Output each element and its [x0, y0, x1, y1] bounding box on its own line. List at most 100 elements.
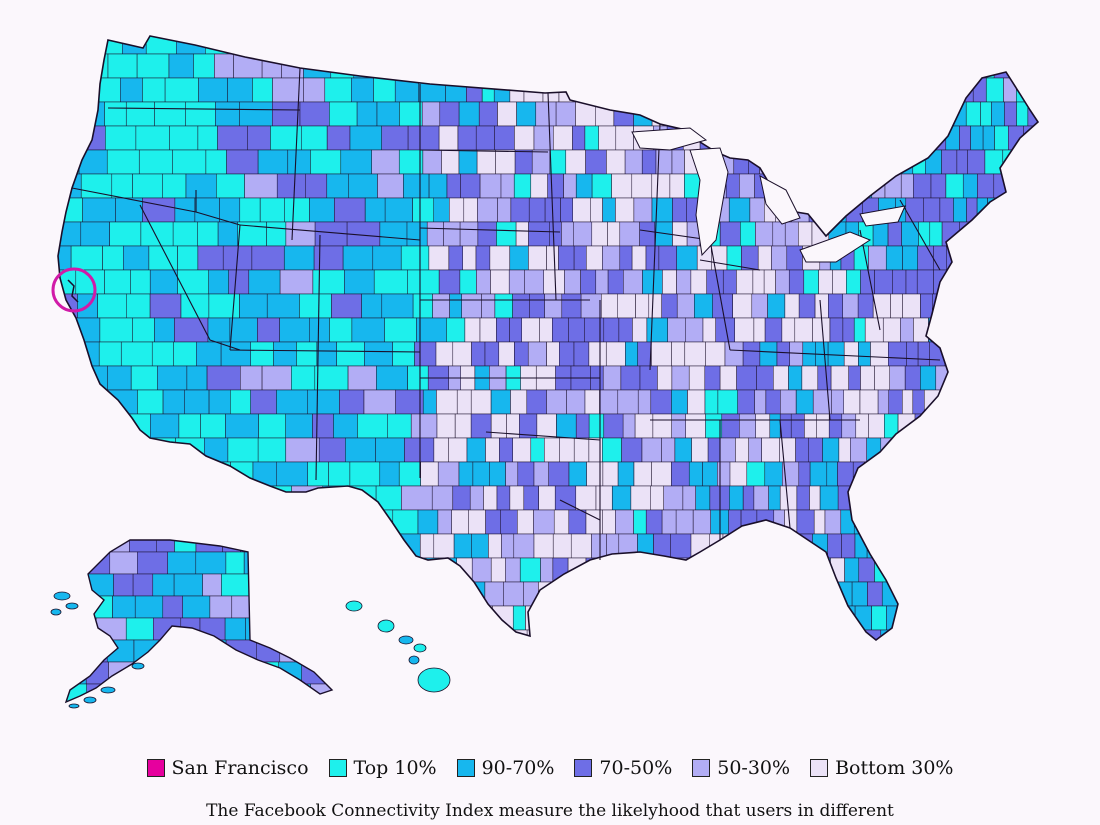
county-cell [734, 317, 755, 343]
county-cell [707, 437, 721, 463]
county-cell [58, 36, 70, 55]
county-cell [513, 173, 532, 199]
county-cell [945, 125, 960, 151]
county-cell [694, 293, 713, 319]
county-cell [281, 509, 313, 535]
legend-item-50-30: 50-30% [692, 757, 790, 779]
county-cell [521, 317, 540, 343]
state-border [239, 224, 421, 241]
county-cell [208, 269, 229, 295]
county-cell [453, 533, 472, 559]
county-cell [546, 389, 567, 415]
county-cell [672, 36, 689, 55]
county-cell [717, 461, 731, 487]
county-cell [887, 221, 902, 247]
county-cell [607, 221, 621, 247]
county-cell [154, 317, 175, 343]
county-cell [311, 509, 346, 535]
county-cell [1024, 197, 1037, 223]
county-cell [1013, 509, 1027, 535]
county-cell [417, 509, 439, 535]
county-cell [645, 245, 660, 271]
county-cell [661, 293, 678, 319]
county-cell [883, 509, 895, 535]
county-cell [481, 77, 495, 103]
county-cell [768, 485, 781, 511]
county-cell [620, 365, 641, 391]
county-cell [730, 557, 750, 583]
county-cell [894, 77, 912, 103]
county-cell [1037, 341, 1038, 367]
county-cell [339, 533, 366, 559]
county-cell [959, 293, 971, 319]
county-cell [81, 389, 107, 415]
county-cell [539, 317, 553, 343]
island-shape [53, 591, 71, 601]
county-cell [540, 557, 554, 583]
county-cell [164, 77, 199, 103]
county-cell [561, 221, 575, 247]
county-cell [853, 317, 866, 343]
county-cell [478, 629, 497, 640]
county-cell [848, 365, 861, 391]
county-cell [71, 101, 105, 127]
county-cell [985, 221, 1004, 247]
county-cell [570, 533, 592, 559]
island-shape [413, 643, 427, 653]
county-cell [195, 551, 227, 575]
county-cell [1020, 341, 1038, 367]
county-cell [986, 77, 1004, 103]
county-cell [270, 605, 300, 631]
county-cell [959, 437, 978, 463]
county-cell [637, 341, 652, 367]
county-cell [933, 269, 952, 295]
county-cell [585, 149, 607, 175]
county-cell [645, 605, 665, 631]
county-cell [923, 197, 941, 223]
county-cell [980, 101, 992, 127]
county-cell [633, 461, 652, 487]
county-cell [617, 293, 636, 319]
county-cell [705, 413, 723, 439]
county-cell [107, 53, 138, 79]
county-cell [446, 173, 461, 199]
county-cell [441, 53, 456, 79]
county-cell [533, 509, 555, 535]
county-cell [170, 629, 196, 640]
county-cell [980, 581, 995, 607]
county-cell [662, 269, 677, 295]
county-cell [381, 125, 409, 151]
county-cell [452, 485, 471, 511]
county-cell [921, 461, 940, 487]
county-cell [1038, 102, 1055, 126]
county-cell [132, 173, 163, 199]
county-cell [515, 221, 529, 247]
county-cell [174, 317, 209, 343]
hawaii-islands [345, 600, 451, 693]
county-cell [864, 317, 884, 343]
county-cell [966, 197, 978, 223]
county-cell [573, 341, 590, 367]
county-cell [953, 509, 970, 535]
county-cell [209, 595, 232, 619]
county-cell [841, 533, 856, 559]
county-cell [379, 461, 400, 487]
county-cell [553, 125, 573, 151]
county-cell [258, 413, 286, 439]
county-cell [881, 125, 896, 151]
county-cell [392, 341, 415, 367]
county-cell [523, 485, 539, 511]
county-cell [872, 293, 891, 319]
county-cell [499, 437, 513, 463]
county-cell [646, 317, 668, 343]
county-cell [81, 461, 108, 487]
county-cell [933, 629, 948, 640]
county-cell [219, 197, 241, 223]
county-cell [908, 101, 926, 127]
county-cell [573, 221, 593, 247]
county-cell [962, 36, 975, 55]
county-cell [839, 125, 853, 151]
county-cell [905, 197, 924, 223]
county-cell [130, 365, 158, 391]
island-shape [50, 608, 62, 616]
